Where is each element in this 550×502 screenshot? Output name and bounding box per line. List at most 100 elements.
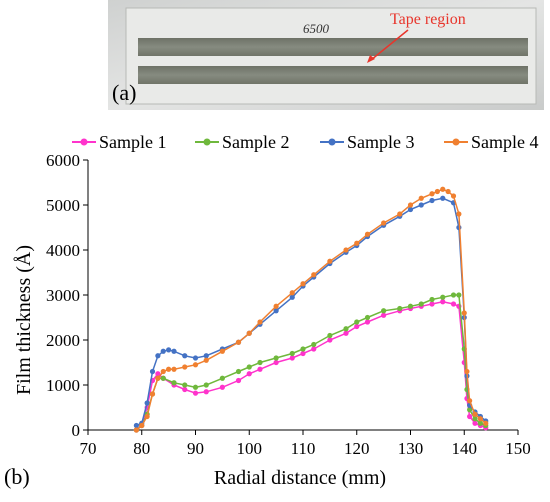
data-point-sample-4: [171, 366, 177, 372]
legend: Sample 1 Sample 2 Sample 3 Sample 4: [72, 132, 539, 152]
data-point-sample-2: [397, 305, 403, 312]
data-point-sample-2: [273, 355, 279, 361]
data-point-sample-1: [300, 350, 306, 357]
data-point-sample-4: [166, 366, 172, 372]
data-point-sample-1: [273, 359, 279, 366]
data-point-sample-2: [364, 314, 371, 321]
substrate-photo: 6500 Tape region (a): [108, 0, 544, 110]
data-point-sample-2: [456, 292, 462, 298]
data-point-sample-1: [440, 299, 446, 305]
data-point-sample-1: [182, 386, 188, 393]
data-point-sample-2: [182, 382, 188, 388]
data-point-sample-1: [381, 312, 387, 318]
data-point-sample-4: [160, 368, 166, 375]
data-point-sample-4: [300, 281, 306, 287]
data-point-sample-3: [166, 347, 172, 353]
data-point-sample-3: [182, 353, 188, 359]
data-point-sample-4: [257, 319, 263, 325]
data-point-sample-2: [343, 326, 349, 332]
series-line-sample-2: [135, 294, 487, 431]
data-point-sample-4: [192, 362, 199, 368]
legend-marker-sample-1: [80, 138, 88, 146]
x-tick-label: 100: [237, 439, 263, 458]
data-point-sample-4: [456, 211, 462, 217]
data-point-sample-1: [354, 323, 360, 330]
data-point-sample-2: [203, 382, 209, 388]
data-point-sample-2: [311, 341, 317, 348]
data-point-sample-2: [246, 364, 252, 370]
data-point-sample-4: [149, 391, 156, 397]
data-point-sample-1: [219, 384, 225, 390]
annotation-arrow-line: [370, 29, 409, 61]
plot-area: [133, 186, 489, 433]
data-point-sample-2: [440, 294, 446, 300]
data-point-sample-1: [450, 301, 457, 307]
data-point-sample-4: [235, 339, 242, 345]
data-point-sample-3: [155, 353, 161, 359]
data-point-sample-2: [327, 332, 333, 339]
data-point-sample-2: [418, 301, 424, 307]
data-point-sample-4: [311, 272, 317, 278]
data-point-sample-4: [407, 202, 414, 208]
data-point-sample-2: [235, 368, 242, 375]
legend-label-sample-3: Sample 3: [347, 132, 415, 152]
data-point-sample-4: [273, 303, 279, 309]
data-point-sample-2: [429, 296, 435, 303]
data-point-sample-3: [203, 353, 209, 359]
x-tick-label: 110: [291, 439, 316, 458]
data-point-sample-3: [418, 202, 424, 208]
data-point-sample-4: [219, 348, 225, 354]
data-point-sample-4: [246, 330, 252, 336]
y-tick-label: 4000: [46, 241, 80, 260]
y-axis-label: Film thickness (Å): [13, 245, 35, 395]
data-point-sample-4: [429, 191, 435, 197]
data-point-sample-4: [440, 186, 446, 192]
data-point-sample-3: [440, 195, 446, 201]
data-point-sample-1: [472, 420, 478, 426]
x-tick-label: 140: [452, 439, 478, 458]
data-point-sample-3: [407, 206, 414, 213]
data-point-sample-4: [289, 290, 295, 296]
legend-marker-sample-3: [328, 138, 336, 146]
axes: 0 1000 2000 3000 4000 5000 6000 70 80 90 100 110 120…: [46, 151, 531, 458]
data-point-sample-4: [472, 411, 478, 417]
data-point-sample-1: [155, 371, 161, 377]
data-point-sample-3: [144, 400, 150, 406]
data-point-sample-4: [139, 422, 145, 429]
data-point-sample-3: [171, 348, 177, 354]
data-point-sample-2: [219, 375, 225, 381]
data-point-sample-2: [450, 292, 457, 298]
data-point-sample-4: [133, 427, 139, 433]
data-point-sample-3: [192, 355, 199, 361]
data-point-sample-2: [381, 308, 387, 314]
data-point-sample-4: [464, 368, 470, 375]
data-point-sample-1: [311, 346, 317, 352]
data-point-sample-2: [477, 420, 483, 426]
x-tick-label: 80: [133, 439, 150, 458]
data-point-sample-1: [257, 366, 263, 372]
data-point-sample-4: [182, 364, 188, 370]
panel-label-b: (b): [4, 464, 30, 489]
panel-label-a: (a): [112, 80, 136, 105]
x-tick-label: 130: [398, 439, 424, 458]
data-point-sample-1: [203, 389, 209, 395]
data-point-sample-3: [273, 308, 279, 314]
annotation-arrow-head: [367, 55, 375, 63]
data-point-sample-4: [155, 375, 161, 381]
data-point-sample-1: [192, 390, 199, 396]
x-tick-label: 120: [344, 439, 370, 458]
y-tick-label: 2000: [46, 331, 80, 350]
data-point-sample-4: [144, 413, 150, 420]
data-point-sample-2: [354, 319, 360, 325]
legend-label-sample-2: Sample 2: [222, 132, 290, 152]
data-point-sample-3: [289, 294, 295, 300]
data-point-sample-1: [343, 330, 349, 336]
y-tick-label: 0: [72, 421, 81, 440]
y-tick-label: 5000: [46, 196, 80, 215]
data-point-sample-2: [300, 346, 306, 352]
x-tick-label: 70: [80, 439, 97, 458]
data-point-sample-2: [192, 384, 199, 390]
legend-marker-sample-2: [203, 138, 211, 146]
data-point-sample-3: [160, 348, 166, 354]
film-strip-bottom: [138, 66, 528, 84]
